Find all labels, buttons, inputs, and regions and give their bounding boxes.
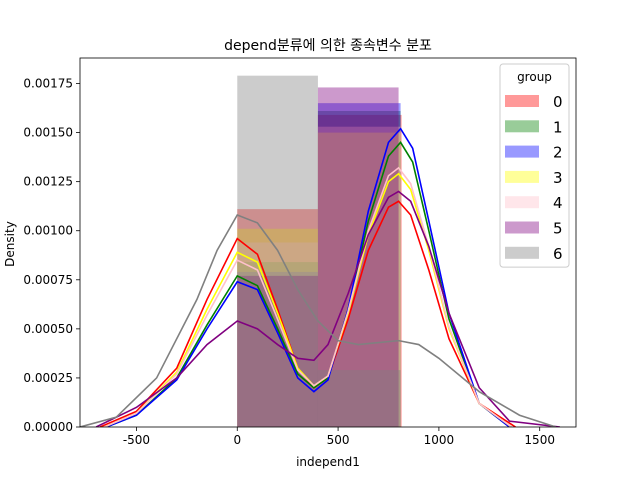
y-tick-label: 0.00000 (23, 420, 73, 434)
x-tick-label: -500 (123, 433, 150, 447)
legend-label-6: 6 (553, 245, 563, 263)
legend-swatch-2 (505, 145, 539, 158)
legend-label-3: 3 (553, 169, 563, 187)
y-tick-label: 0.00125 (23, 175, 73, 189)
legend-swatch-5 (505, 221, 539, 234)
kde-line-group-5 (95, 190, 560, 427)
y-axis: 0.00000 0.00025 0.00050 0.00075 0.00100 0.001… (23, 77, 80, 434)
y-tick-label: 0.00150 (23, 126, 73, 140)
y-tick-label: 0.00075 (23, 273, 73, 287)
y-tick-label: 0.00175 (23, 77, 73, 91)
y-tick-label: 0.00100 (23, 224, 73, 238)
y-tick-label: 0.00050 (23, 322, 73, 336)
legend-label-5: 5 (553, 220, 563, 238)
legend-swatch-3 (505, 170, 539, 183)
legend-swatch-6 (505, 246, 539, 259)
x-axis-label: independ1 (296, 455, 360, 469)
legend-label-2: 2 (553, 144, 563, 162)
legend-label-0: 0 (553, 93, 563, 111)
kde-line-group-2 (105, 127, 510, 427)
legend-label-1: 1 (553, 118, 563, 136)
hist-bar-group-2-bin-0 (237, 271, 318, 427)
x-tick-label: 500 (327, 433, 350, 447)
legend-box (499, 63, 570, 268)
legend-swatch-4 (505, 196, 539, 209)
chart-title: depend분류에 의한 종속변수 분포 (224, 38, 432, 54)
kde-line-group-6 (80, 214, 557, 427)
x-tick-label: 1000 (424, 433, 455, 447)
x-tick-label: 1500 (524, 433, 555, 447)
legend-swatch-1 (505, 120, 539, 133)
hist-bar-group-4-bin-1 (317, 126, 401, 427)
legend-title: group (517, 70, 552, 84)
y-tick-label: 0.00025 (23, 371, 73, 385)
y-axis-label: Density (3, 221, 17, 267)
plot-area (79, 57, 577, 428)
plot-frame (79, 57, 577, 428)
x-tick-label: 0 (233, 433, 241, 447)
hist-bar-group-6-bin-1 (317, 370, 401, 427)
x-axis: -500 0 500 1000 1500 (123, 427, 555, 447)
legend-swatch-0 (505, 95, 539, 107)
legend-label-4: 4 (553, 194, 563, 212)
